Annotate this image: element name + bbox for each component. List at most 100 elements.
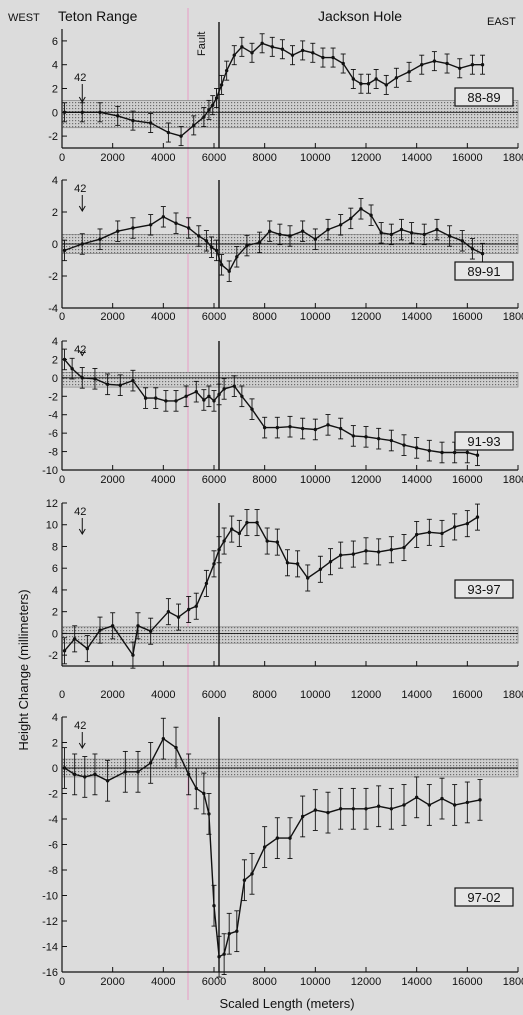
marker-label: 42 xyxy=(74,183,86,195)
data-point xyxy=(407,70,411,74)
data-point xyxy=(174,745,178,750)
data-point xyxy=(242,878,247,882)
data-point xyxy=(174,399,178,403)
data-point xyxy=(211,103,215,107)
data-point xyxy=(374,77,378,81)
data-point xyxy=(80,242,84,246)
x-tick-label: 14000 xyxy=(401,474,432,486)
marker-label: 42 xyxy=(74,344,86,356)
label-teton-range: Teton Range xyxy=(58,8,138,24)
data-point xyxy=(275,836,280,840)
panel-93-97: -2 0 2 4 6 8 10 12 0 2000 4000 6000 8000 10000 12000 14… xyxy=(46,498,523,701)
data-point xyxy=(62,357,67,362)
y-tick-label: 8 xyxy=(52,541,58,553)
data-point xyxy=(420,62,424,67)
panel-91-93: -10 -8 -6 -4 -2 0 2 4 0 2000 4000 6000 8000 10000 1200… xyxy=(42,336,523,486)
data-point xyxy=(174,221,178,225)
data-point xyxy=(202,398,206,402)
data-point xyxy=(250,407,254,411)
y-axis-label: Height Change (millimeters) xyxy=(16,589,31,750)
data-point xyxy=(328,559,333,564)
label-east: EAST xyxy=(487,16,516,28)
x-tick-label: 2000 xyxy=(100,689,124,701)
data-point xyxy=(475,453,480,457)
data-point xyxy=(275,540,280,544)
data-point xyxy=(186,772,191,777)
data-point xyxy=(131,378,135,383)
y-tick-label: 4 xyxy=(52,336,58,348)
x-tick-label: 6000 xyxy=(202,689,226,701)
data-point xyxy=(204,239,209,243)
x-tick-label: 18000 xyxy=(503,152,523,164)
data-point xyxy=(131,118,135,123)
data-point xyxy=(376,550,381,554)
data-point xyxy=(98,110,102,115)
y-tick-label: -14 xyxy=(42,942,58,954)
data-point xyxy=(164,399,168,403)
y-tick-label: -10 xyxy=(42,465,58,477)
data-point xyxy=(245,243,249,248)
data-point xyxy=(414,795,419,800)
data-point xyxy=(440,531,444,536)
data-point xyxy=(116,114,120,118)
y-tick-label: -6 xyxy=(48,428,58,440)
x-axis-label: Scaled Length (meters) xyxy=(219,996,354,1011)
data-point xyxy=(414,532,419,537)
data-point xyxy=(166,130,171,135)
label-jackson-hole: Jackson Hole xyxy=(318,8,402,24)
data-point xyxy=(306,576,310,580)
data-point xyxy=(83,775,87,779)
period-badge-label: 97-02 xyxy=(467,890,500,905)
data-point xyxy=(72,637,77,641)
data-point xyxy=(389,232,394,237)
period-badge xyxy=(454,431,514,451)
series-line xyxy=(64,207,483,273)
data-point xyxy=(136,624,140,628)
panel-97-02: -16 -14 -12 -10 -8 -6 -4 -2 0 2 4 0 2000 4000 6000 8000… xyxy=(42,712,523,988)
data-point xyxy=(240,394,244,398)
y-tick-label: 2 xyxy=(52,354,58,366)
data-point xyxy=(465,800,470,805)
error-band xyxy=(61,372,519,388)
data-point xyxy=(351,807,356,811)
x-tick-label: 10000 xyxy=(300,474,331,486)
data-point xyxy=(194,786,198,791)
x-tick-label: 0 xyxy=(59,311,65,323)
data-point xyxy=(70,366,74,371)
x-tick-label: 14000 xyxy=(401,976,432,988)
data-point xyxy=(402,803,406,807)
data-point xyxy=(427,530,432,535)
x-tick-label: 4000 xyxy=(151,474,175,486)
y-tick-label: -8 xyxy=(48,865,58,877)
x-tick-label: 18000 xyxy=(503,474,523,486)
data-point xyxy=(268,229,272,233)
y-tick-label: 4 xyxy=(52,60,58,72)
data-point xyxy=(202,791,206,796)
data-point xyxy=(402,443,406,447)
marker-arrow-head xyxy=(78,96,86,103)
data-point xyxy=(227,269,231,273)
data-point xyxy=(62,766,67,770)
data-point xyxy=(278,232,282,237)
data-point xyxy=(179,134,183,138)
data-point xyxy=(288,836,292,840)
data-point xyxy=(148,223,153,227)
period-badge xyxy=(454,887,514,907)
data-point xyxy=(480,251,485,256)
data-point xyxy=(326,810,330,815)
data-point xyxy=(227,932,231,936)
y-tick-label: 0 xyxy=(52,373,58,385)
data-point xyxy=(80,110,84,115)
y-tick-label: 2 xyxy=(52,207,58,219)
data-point xyxy=(98,628,102,632)
marker-arrow-head xyxy=(78,205,86,212)
data-point xyxy=(432,59,437,63)
data-point xyxy=(359,82,363,86)
x-tick-label: 6000 xyxy=(202,311,226,323)
x-tick-label: 8000 xyxy=(252,474,276,486)
x-tick-label: 8000 xyxy=(252,976,276,988)
period-badge xyxy=(454,579,514,599)
x-tick-label: 12000 xyxy=(351,152,382,164)
x-tick-label: 8000 xyxy=(252,152,276,164)
